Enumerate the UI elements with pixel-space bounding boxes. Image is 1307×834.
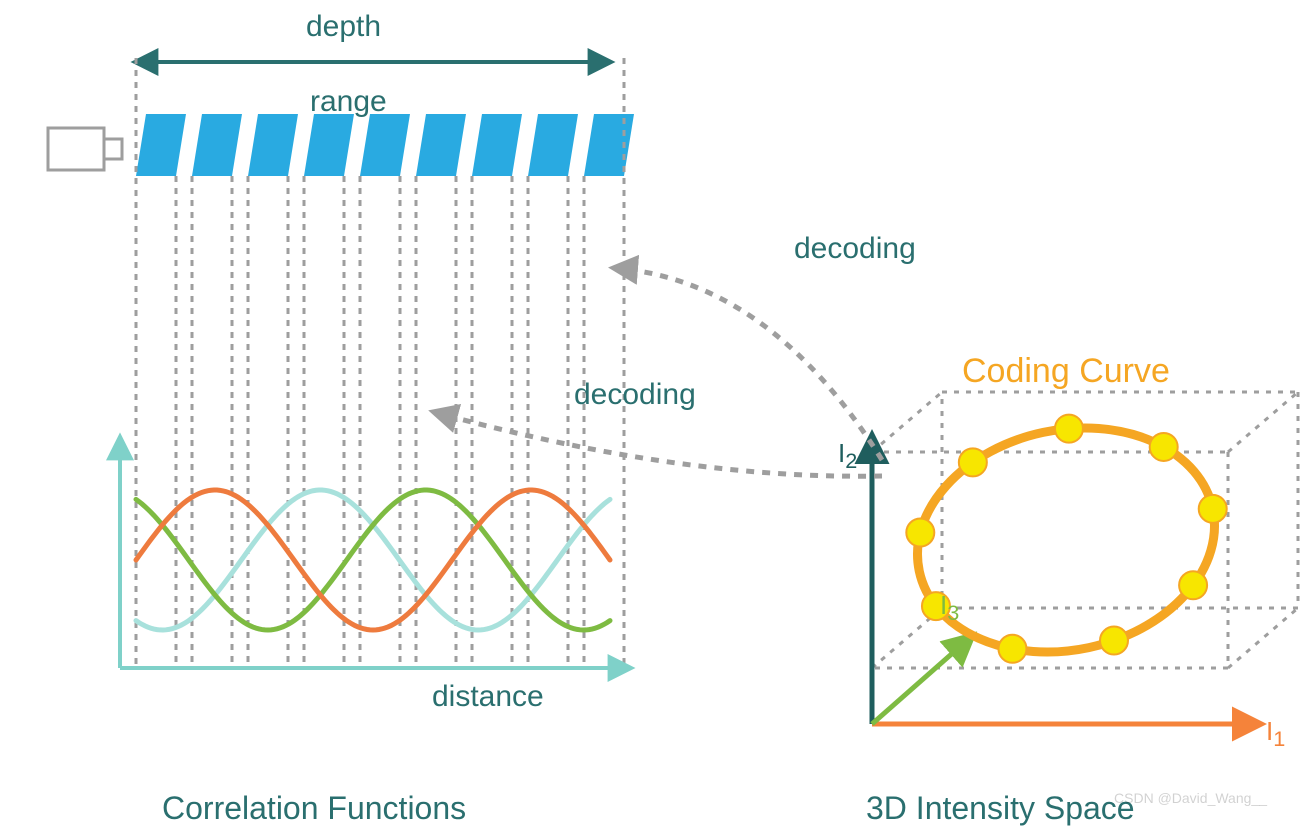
caption-3d-intensity-space: 3D Intensity Space xyxy=(866,790,1135,827)
depth-plane xyxy=(584,114,634,176)
correlation-wave xyxy=(136,490,610,630)
depth-plane xyxy=(192,114,242,176)
coding-curve-marker xyxy=(1100,627,1128,655)
diagram-canvas xyxy=(0,0,1307,834)
decoding-label-2: decoding xyxy=(574,378,696,412)
axis-I2-label: I2 xyxy=(838,438,857,474)
caption-correlation-functions: Correlation Functions xyxy=(162,790,466,827)
depth-plane xyxy=(528,114,578,176)
coding-curve-marker xyxy=(1199,495,1227,523)
correlation-wave xyxy=(136,490,610,630)
correlation-wave xyxy=(136,490,610,630)
camera-body-icon xyxy=(48,128,104,170)
depth-label: depth xyxy=(306,10,381,44)
intensity-cube-edge xyxy=(1228,392,1298,452)
depth-plane xyxy=(360,114,410,176)
intensity-cube-edge xyxy=(872,392,942,452)
range-label: range xyxy=(310,85,387,119)
axis-I3 xyxy=(872,636,972,724)
decoding-arrow xyxy=(614,268,882,460)
depth-plane xyxy=(136,114,186,176)
axis-I1-label: I1 xyxy=(1266,716,1285,752)
decoding-arrow xyxy=(434,412,882,476)
coding-curve-marker xyxy=(998,635,1026,663)
coding-curve-marker xyxy=(1179,571,1207,599)
coding-curve-label: Coding Curve xyxy=(962,352,1170,391)
coding-curve-marker xyxy=(959,448,987,476)
distance-label: distance xyxy=(432,680,544,714)
decoding-label-1: decoding xyxy=(794,232,916,266)
depth-plane xyxy=(304,114,354,176)
coding-curve-marker xyxy=(906,519,934,547)
axis-I3-label: I3 xyxy=(940,590,959,626)
depth-plane xyxy=(472,114,522,176)
coding-curve-marker xyxy=(1150,433,1178,461)
intensity-cube-edge xyxy=(1228,608,1298,668)
watermark: CSDN @David_Wang__ xyxy=(1114,790,1267,806)
depth-plane xyxy=(416,114,466,176)
coding-curve-marker xyxy=(1055,415,1083,443)
camera-lens-icon xyxy=(104,139,122,159)
depth-plane xyxy=(248,114,298,176)
